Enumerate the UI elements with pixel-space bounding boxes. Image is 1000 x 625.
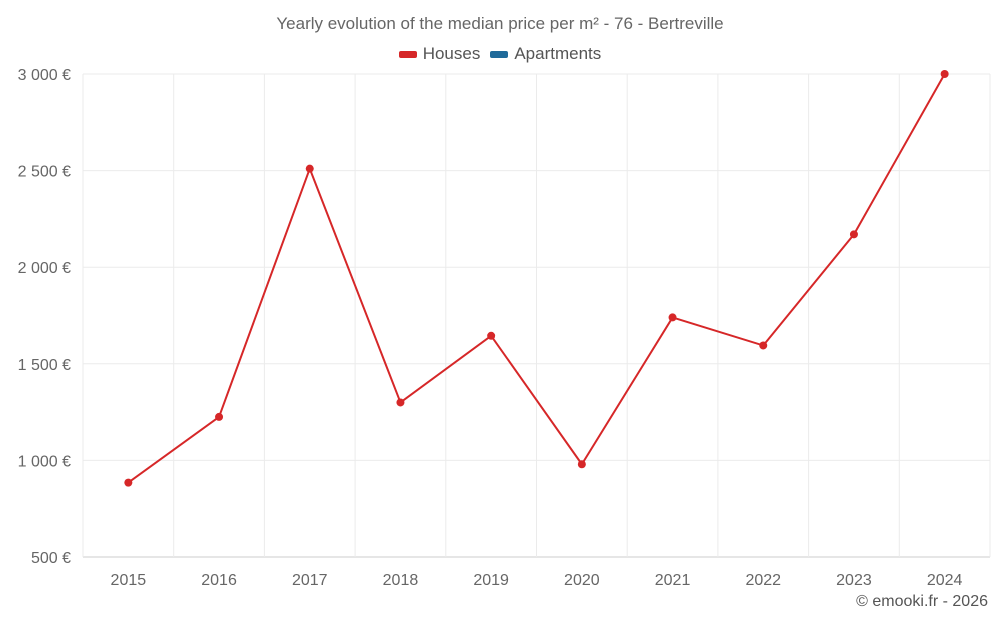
data-point-houses: [487, 331, 496, 340]
series-line-houses: [127, 73, 946, 484]
data-point-houses: [305, 164, 314, 173]
legend-swatch-houses: [398, 50, 417, 58]
x-tick-label: 2021: [655, 572, 691, 589]
legend-item-houses[interactable]: Houses: [398, 44, 481, 64]
legend-item-apartments[interactable]: Apartments: [490, 44, 601, 64]
data-point-houses: [668, 313, 677, 322]
x-tick-label: 2019: [473, 572, 509, 589]
data-point-houses: [124, 478, 133, 487]
x-tick-label: 2017: [292, 572, 328, 589]
y-tick-label: 500 €: [31, 550, 71, 567]
data-point-houses: [215, 412, 224, 421]
data-point-houses: [577, 460, 586, 469]
chart-title: Yearly evolution of the median price per…: [276, 14, 724, 33]
y-tick-label: 2 000 €: [18, 260, 71, 277]
x-tick-label: 2022: [745, 572, 781, 589]
credit-text: © emooki.fr - 2026: [856, 593, 988, 610]
x-tick-label: 2016: [201, 572, 237, 589]
x-tick-label: 2015: [111, 572, 147, 589]
x-tick-label: 2018: [383, 572, 419, 589]
data-point-houses: [849, 230, 858, 239]
y-tick-label: 3 000 €: [18, 67, 71, 84]
data-point-houses: [396, 398, 405, 407]
y-tick-label: 1 500 €: [18, 357, 71, 374]
x-tick-label: 2024: [927, 572, 963, 589]
legend-swatch-apartments: [490, 50, 509, 58]
legend-label-houses: Houses: [422, 44, 481, 63]
data-point-houses: [759, 341, 768, 350]
x-tick-label: 2020: [564, 572, 600, 589]
x-tick-label: 2023: [836, 572, 872, 589]
legend: Houses Apartments: [0, 44, 1000, 64]
data-point-houses: [940, 70, 949, 78]
legend-label-apartments: Apartments: [514, 44, 602, 63]
y-tick-label: 1 000 €: [18, 453, 71, 470]
y-tick-label: 2 500 €: [18, 164, 71, 181]
